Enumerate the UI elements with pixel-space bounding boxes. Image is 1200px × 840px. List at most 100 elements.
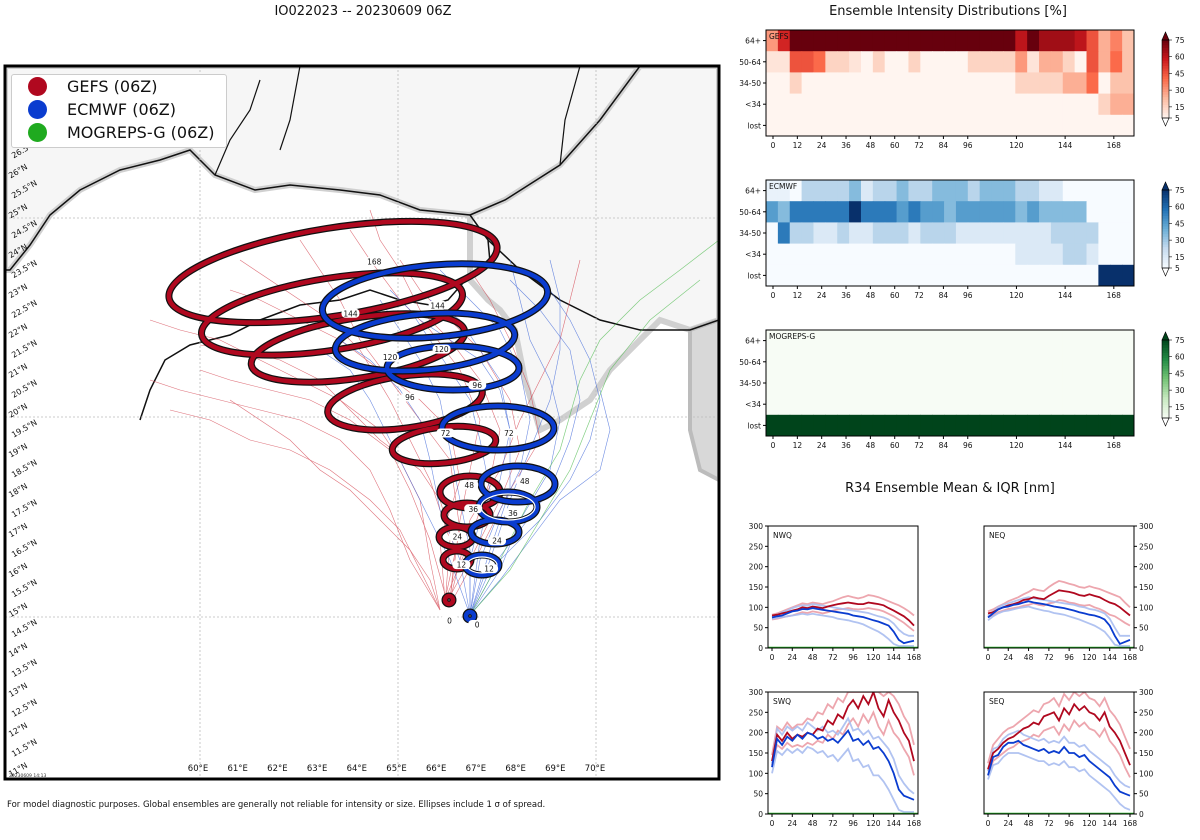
colorbar-segment <box>1162 66 1169 70</box>
heatmap-cell <box>920 372 933 395</box>
heatmap-cell <box>1015 114 1028 137</box>
heatmap-cell <box>1062 264 1076 287</box>
heatmap-cell <box>1003 393 1016 416</box>
heatmap-cell <box>896 180 909 202</box>
heatmap-cell <box>896 351 909 373</box>
heatmap-xtick-label: 0 <box>771 441 776 450</box>
heatmap-cell <box>991 30 1004 52</box>
heatmap-xtick-label: 72 <box>914 141 924 150</box>
heatmap-cell <box>766 222 779 245</box>
heatmap-cell <box>920 30 933 52</box>
r34-series-line <box>987 596 1130 637</box>
colorbar-segment <box>1162 84 1169 88</box>
heatmap-cell <box>837 372 850 395</box>
colorbar-segment <box>1162 412 1169 416</box>
heatmap-cell <box>944 180 957 202</box>
heatmap-cell <box>1050 414 1064 437</box>
heatmap-cell <box>1122 414 1135 437</box>
lon-label: 66°E <box>426 764 446 774</box>
heatmap-cell <box>908 330 921 352</box>
heatmap-cell <box>884 393 898 416</box>
colorbar-segment <box>1162 394 1169 398</box>
heatmap-cell <box>1098 351 1111 373</box>
heatmap-cell <box>944 30 957 52</box>
heatmap-cell <box>849 393 862 416</box>
heatmap-cell <box>1098 372 1111 395</box>
heatmap-cell <box>932 243 945 266</box>
heatmap-cell <box>1062 114 1076 137</box>
heatmap-cell <box>896 393 909 416</box>
heatmap-cell <box>1062 93 1076 116</box>
colorbar-segment <box>1162 260 1169 264</box>
map-title: IO022023 -- 20230609 06Z <box>274 4 452 19</box>
heatmap-cell <box>813 51 826 73</box>
lon-label: 62°E <box>267 764 287 774</box>
forecast-hour-label: 72 <box>499 428 518 438</box>
forecast-hour-label: 12 <box>452 560 471 570</box>
heatmap-cell <box>1074 114 1088 137</box>
colorbar-tick-label: 75 <box>1175 186 1185 195</box>
r34-series-line <box>771 601 915 627</box>
heatmap-cell <box>1027 330 1040 352</box>
heatmap-cell <box>991 72 1004 95</box>
heatmap-cell <box>872 264 886 287</box>
colorbar-segment <box>1162 190 1169 194</box>
colorbar-segment <box>1162 58 1169 62</box>
heatmap-cell <box>955 114 969 137</box>
heatmap-cell <box>872 93 886 116</box>
r34-series-line <box>771 709 915 776</box>
r34-xtick-label: 144 <box>1103 819 1118 828</box>
colorbar-segment <box>1162 265 1169 269</box>
hour-label-bg <box>452 560 471 570</box>
heatmap-cell <box>1050 351 1064 373</box>
heatmap-cell <box>944 72 957 95</box>
heatmap-cell <box>1062 51 1076 73</box>
heatmap-cell <box>1086 93 1099 116</box>
heatmap-cell <box>955 93 969 116</box>
heatmap-cell <box>955 30 969 52</box>
heatmap-xtick-label: 168 <box>1107 141 1122 150</box>
heatmap-cell <box>920 93 933 116</box>
heatmap-cell <box>896 30 909 52</box>
heatmap-cell <box>932 372 945 395</box>
r34-series-group <box>771 692 915 813</box>
heatmap-cell <box>1086 243 1099 266</box>
heatmap-cell <box>825 372 838 395</box>
colorbar-segment <box>1162 366 1169 370</box>
heatmap-cell <box>920 51 933 73</box>
hour-label-bg <box>503 508 522 518</box>
heatmap-cell <box>872 243 886 266</box>
heatmap-cell <box>1086 114 1099 137</box>
intensity-title: Ensemble Intensity Distributions [%] <box>829 4 1067 19</box>
heatmap-cell <box>908 372 921 395</box>
colorbar-segment <box>1162 379 1169 383</box>
lon-label: 63°E <box>307 764 327 774</box>
r34-series-line <box>771 603 914 637</box>
heatmap-cell <box>777 330 791 352</box>
heatmap-row-label: lost <box>747 121 761 130</box>
r34-xtick-label: 0 <box>770 819 775 828</box>
heatmap-cell <box>872 330 886 352</box>
hour-label-bg <box>448 532 467 542</box>
heatmap-cell <box>967 93 981 116</box>
heatmap-xtick-label: 120 <box>1009 141 1024 150</box>
heatmap-cell <box>1062 222 1076 245</box>
colorbar-segment <box>1162 262 1169 266</box>
heatmap-cell <box>1027 201 1040 223</box>
heatmap-cell <box>825 222 838 245</box>
r34-xtick-label: 48 <box>808 653 818 662</box>
r34-series-line <box>771 607 915 645</box>
border-lines <box>214 66 581 176</box>
heatmap-cell <box>920 222 933 245</box>
heatmap-cell <box>920 330 933 352</box>
colorbar-segment <box>1162 392 1169 396</box>
colorbar-tick-label: 15 <box>1175 103 1185 112</box>
heatmap-cell <box>991 372 1004 395</box>
colorbar-segment <box>1162 252 1169 256</box>
heatmap-cell <box>789 414 803 437</box>
colorbar-segment <box>1162 213 1169 217</box>
heatmap-cell <box>872 201 886 223</box>
heatmap-cell <box>789 93 803 116</box>
heatmap-cell <box>849 72 862 95</box>
colorbar-segment <box>1162 234 1169 238</box>
